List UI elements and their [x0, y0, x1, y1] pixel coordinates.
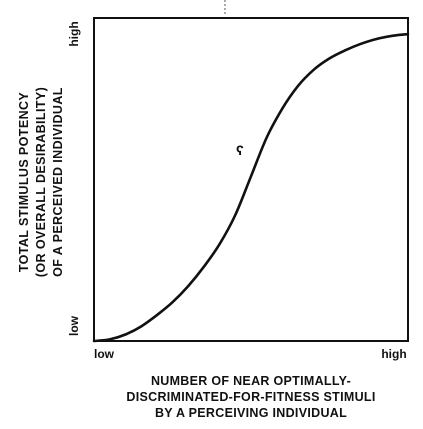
y-axis-label-line-1: TOTAL STIMULUS POTENCY — [17, 92, 31, 273]
x-axis-label-line-3: BY A PERCEIVING INDIVIDUAL — [155, 406, 347, 420]
x-tick-label-low: low — [94, 347, 115, 361]
series-line-0 — [92, 32, 410, 343]
y-tick-label-low: low — [67, 315, 81, 336]
x-tick-label-high: high — [381, 347, 406, 361]
y-tick-label-high: high — [67, 21, 81, 46]
x-axis-label-line-1: NUMBER OF NEAR OPTIMALLY- — [151, 374, 351, 388]
series-layer — [92, 32, 410, 343]
y-axis-label-line-2: (OR OVERALL DESIRABILITY) — [34, 87, 48, 277]
x-axis-label-line-2: DISCRIMINATED-FOR-FITNESS STIMULI — [126, 390, 375, 404]
y-axis-label-line-3: OF A PERCEIVED INDIVIDUAL — [51, 87, 65, 277]
annotation-mark: ʕ — [236, 142, 244, 158]
plot-frame — [93, 17, 409, 342]
